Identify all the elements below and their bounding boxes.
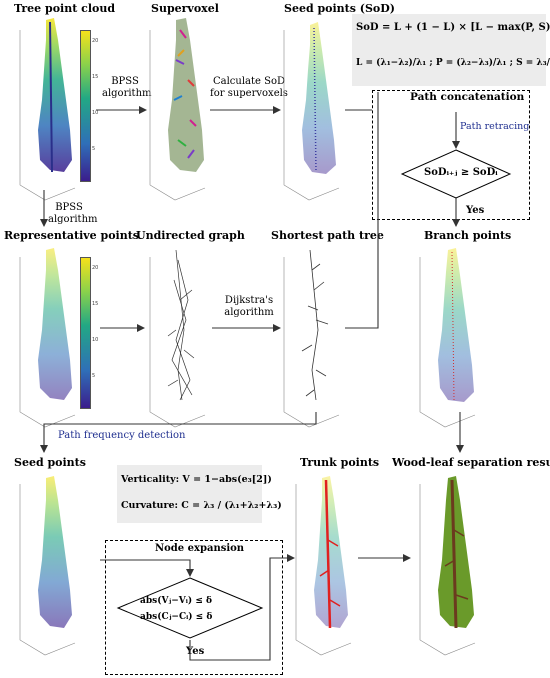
path-frequency-label: Path frequency detection <box>58 430 186 441</box>
trunk-points-shape <box>314 476 348 629</box>
verticality-condition-overlay: abs(Vⱼ−Vᵢ) ≤ δ <box>140 596 212 606</box>
vc-formula-box <box>117 465 262 523</box>
axes-tree-cloud <box>19 30 76 201</box>
title-representative-points: Representative points <box>4 229 139 242</box>
axes-trunk <box>295 484 352 656</box>
title-seed-points-sod: Seed points (SoD) <box>284 2 395 15</box>
branch-points-shape <box>438 248 474 402</box>
title-supervoxel: Supervoxel <box>151 2 219 15</box>
axes-wood-leaf <box>419 484 476 656</box>
title-branch-points: Branch points <box>424 229 512 242</box>
axes-seed-sod <box>283 30 340 201</box>
calc-sod-label: Calculate SoD for supervoxels <box>210 76 288 99</box>
axes-supervoxel <box>149 30 206 201</box>
axes-representative <box>19 257 76 428</box>
axes-branch <box>419 257 476 428</box>
undirected-graph-shape <box>167 249 195 401</box>
supervoxel-shape <box>168 18 204 172</box>
title-trunk-points: Trunk points <box>300 456 380 469</box>
sod-formula: SoD = L + (1 − L) × [L − max(P, S)] <box>356 22 550 33</box>
axes-seed-points <box>19 484 76 656</box>
verticality-formula: Verticality: V = 1−abs(e₃[2]) <box>121 474 272 485</box>
dijkstra-label: Dijkstra's algorithm <box>224 295 274 318</box>
title-seed-points: Seed points <box>14 456 86 469</box>
title-wood-leaf-result: Wood-leaf separation result <box>392 456 550 469</box>
lps-formula: L = (λ₁−λ₂)/λ₁ ; P = (λ₂−λ₃)/λ₁ ; S = λ₃… <box>356 58 550 68</box>
path-retracing-label: Path retracing <box>460 121 530 132</box>
seed-points-shape <box>38 476 72 628</box>
shortest-path-shape <box>301 249 329 401</box>
wood-leaf-shape <box>438 476 474 629</box>
path-concat-yes: Yes <box>466 205 485 216</box>
colorbar-1 <box>80 30 91 182</box>
axes-undirected <box>149 257 206 428</box>
path-concatenation-title: Path concatenation <box>410 91 525 103</box>
bpss-label-2: BPSS algorithm <box>48 202 98 225</box>
sod-condition-overlay: SoDᵢ₊ⱼ ≥ SoDᵢ <box>424 167 498 178</box>
node-expansion-title: Node expansion <box>155 543 245 554</box>
axes-shortest-path <box>283 257 340 428</box>
curvature-condition-overlay: abs(Cⱼ−Cᵢ) ≤ δ <box>140 612 213 622</box>
seed-sod-shape <box>302 22 336 174</box>
sod-formula-box <box>352 14 546 86</box>
title-shortest-path-tree: Shortest path tree <box>271 229 384 242</box>
title-undirected-graph: Undirected graph <box>136 229 245 242</box>
bpss-label-1: BPSS algorithm <box>102 76 152 99</box>
node-expansion-yes: Yes <box>186 646 205 657</box>
tree-cloud-shape <box>38 18 72 173</box>
title-tree-point-cloud: Tree point cloud <box>14 2 116 15</box>
representative-shape <box>38 248 72 400</box>
curvature-formula: Curvature: C = λ₃ / (λ₁+λ₂+λ₃) <box>121 500 282 511</box>
colorbar-2 <box>80 257 91 409</box>
path-concatenation-box <box>372 90 530 220</box>
